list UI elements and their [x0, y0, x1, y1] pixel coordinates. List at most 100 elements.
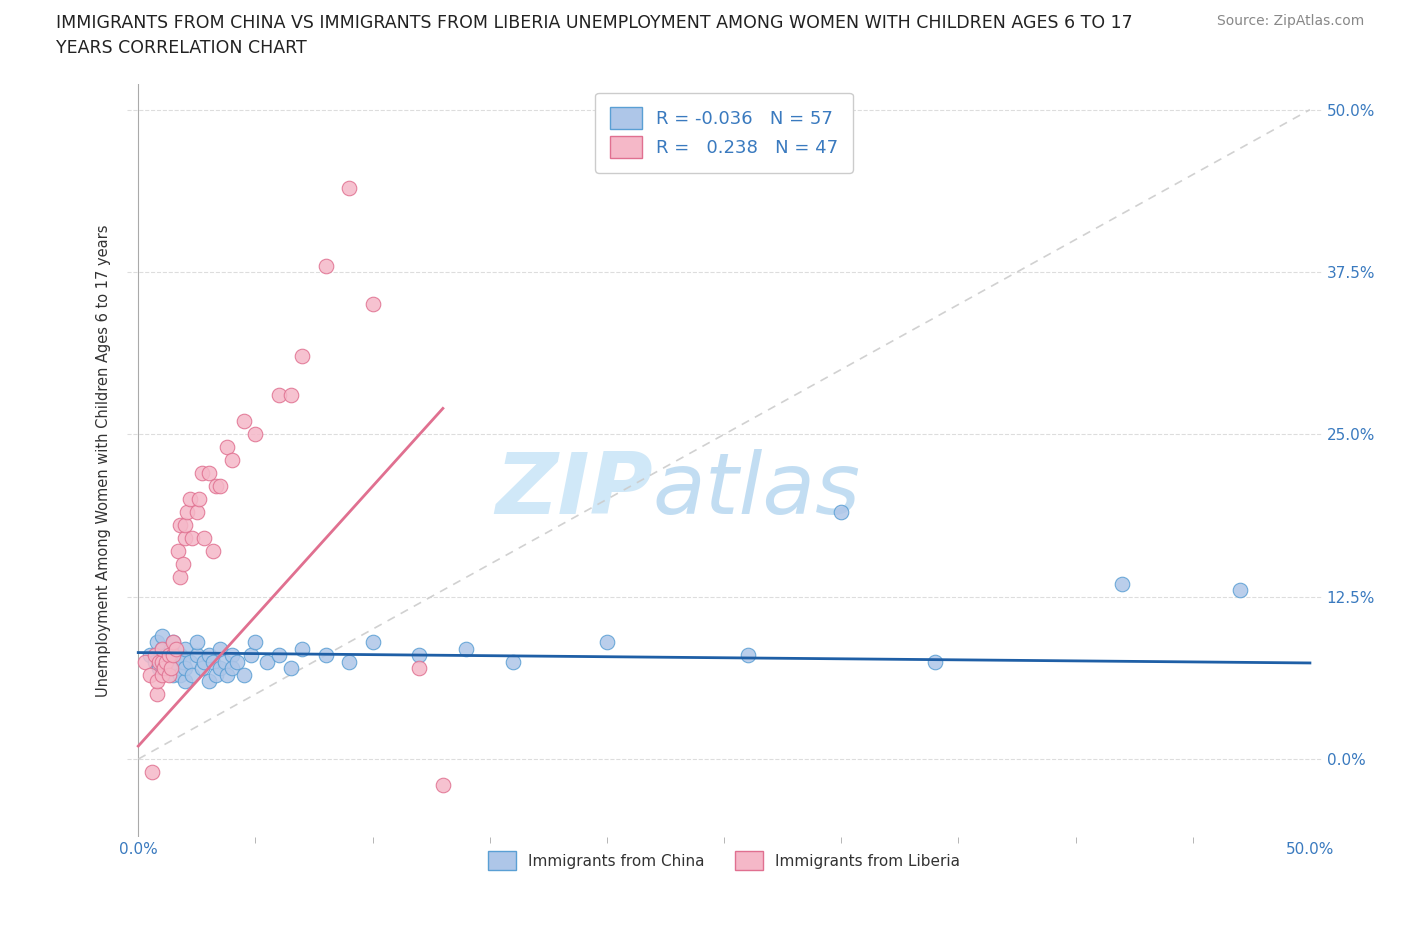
Point	[172, 557, 194, 572]
Point	[337, 654, 360, 669]
Point	[160, 642, 183, 657]
Point	[143, 647, 166, 662]
Point	[315, 647, 337, 662]
Point	[209, 479, 232, 494]
Point	[167, 660, 190, 675]
Point	[186, 647, 208, 662]
Point	[181, 531, 204, 546]
Point	[174, 642, 197, 657]
Point	[267, 388, 290, 403]
Point	[150, 642, 173, 657]
Point	[186, 635, 208, 650]
Point	[190, 466, 212, 481]
Point	[134, 654, 156, 669]
Point	[737, 647, 759, 662]
Point	[291, 349, 314, 364]
Point	[190, 660, 212, 675]
Point	[150, 654, 173, 669]
Point	[225, 654, 247, 669]
Point	[256, 654, 278, 669]
Point	[174, 531, 197, 546]
Point	[148, 654, 170, 669]
Point	[502, 654, 524, 669]
Point	[179, 492, 201, 507]
Point	[291, 642, 314, 657]
Point	[232, 667, 254, 682]
Point	[197, 673, 219, 688]
Point	[432, 777, 454, 792]
Point	[157, 660, 180, 675]
Point	[209, 642, 232, 657]
Point	[209, 660, 232, 675]
Point	[167, 544, 190, 559]
Point	[169, 667, 191, 682]
Point	[214, 654, 236, 669]
Point	[193, 531, 215, 546]
Point	[408, 647, 430, 662]
Point	[160, 660, 183, 675]
Point	[239, 647, 262, 662]
Point	[280, 660, 302, 675]
Point	[280, 388, 302, 403]
Point	[139, 667, 162, 682]
Point	[165, 642, 187, 657]
Point	[150, 667, 173, 682]
Point	[150, 629, 173, 644]
Point	[245, 635, 267, 650]
Text: atlas: atlas	[652, 449, 860, 532]
Point	[1111, 577, 1133, 591]
Point	[150, 654, 173, 669]
Point	[139, 647, 162, 662]
Point	[232, 414, 254, 429]
Point	[146, 635, 169, 650]
Point	[162, 667, 184, 682]
Legend: Immigrants from China, Immigrants from Liberia: Immigrants from China, Immigrants from L…	[477, 839, 972, 882]
Point	[169, 647, 191, 662]
Y-axis label: Unemployment Among Women with Children Ages 6 to 17 years: Unemployment Among Women with Children A…	[96, 224, 111, 697]
Point	[186, 505, 208, 520]
Point	[155, 647, 177, 662]
Point	[141, 764, 163, 779]
Point	[197, 647, 219, 662]
Point	[157, 667, 180, 682]
Point	[456, 642, 478, 657]
Point	[146, 673, 169, 688]
Point	[221, 647, 243, 662]
Point	[202, 544, 225, 559]
Point	[204, 667, 226, 682]
Point	[217, 667, 239, 682]
Point	[924, 654, 946, 669]
Point	[337, 180, 360, 195]
Point	[155, 654, 177, 669]
Point	[162, 654, 184, 669]
Point	[596, 635, 619, 650]
Point	[245, 427, 267, 442]
Point	[157, 647, 180, 662]
Text: YEARS CORRELATION CHART: YEARS CORRELATION CHART	[56, 39, 307, 57]
Point	[197, 466, 219, 481]
Point	[179, 654, 201, 669]
Point	[146, 686, 169, 701]
Point	[162, 635, 184, 650]
Point	[153, 660, 176, 675]
Point	[181, 667, 204, 682]
Point	[361, 635, 384, 650]
Point	[169, 518, 191, 533]
Point	[188, 492, 211, 507]
Point	[221, 660, 243, 675]
Point	[193, 654, 215, 669]
Point	[172, 654, 194, 669]
Text: Source: ZipAtlas.com: Source: ZipAtlas.com	[1216, 14, 1364, 28]
Point	[361, 297, 384, 312]
Point	[315, 259, 337, 273]
Text: ZIP: ZIP	[495, 449, 652, 532]
Text: IMMIGRANTS FROM CHINA VS IMMIGRANTS FROM LIBERIA UNEMPLOYMENT AMONG WOMEN WITH C: IMMIGRANTS FROM CHINA VS IMMIGRANTS FROM…	[56, 14, 1133, 32]
Point	[221, 453, 243, 468]
Point	[174, 673, 197, 688]
Point	[267, 647, 290, 662]
Point	[204, 479, 226, 494]
Point	[1229, 583, 1251, 598]
Point	[408, 660, 430, 675]
Point	[165, 647, 187, 662]
Point	[217, 440, 239, 455]
